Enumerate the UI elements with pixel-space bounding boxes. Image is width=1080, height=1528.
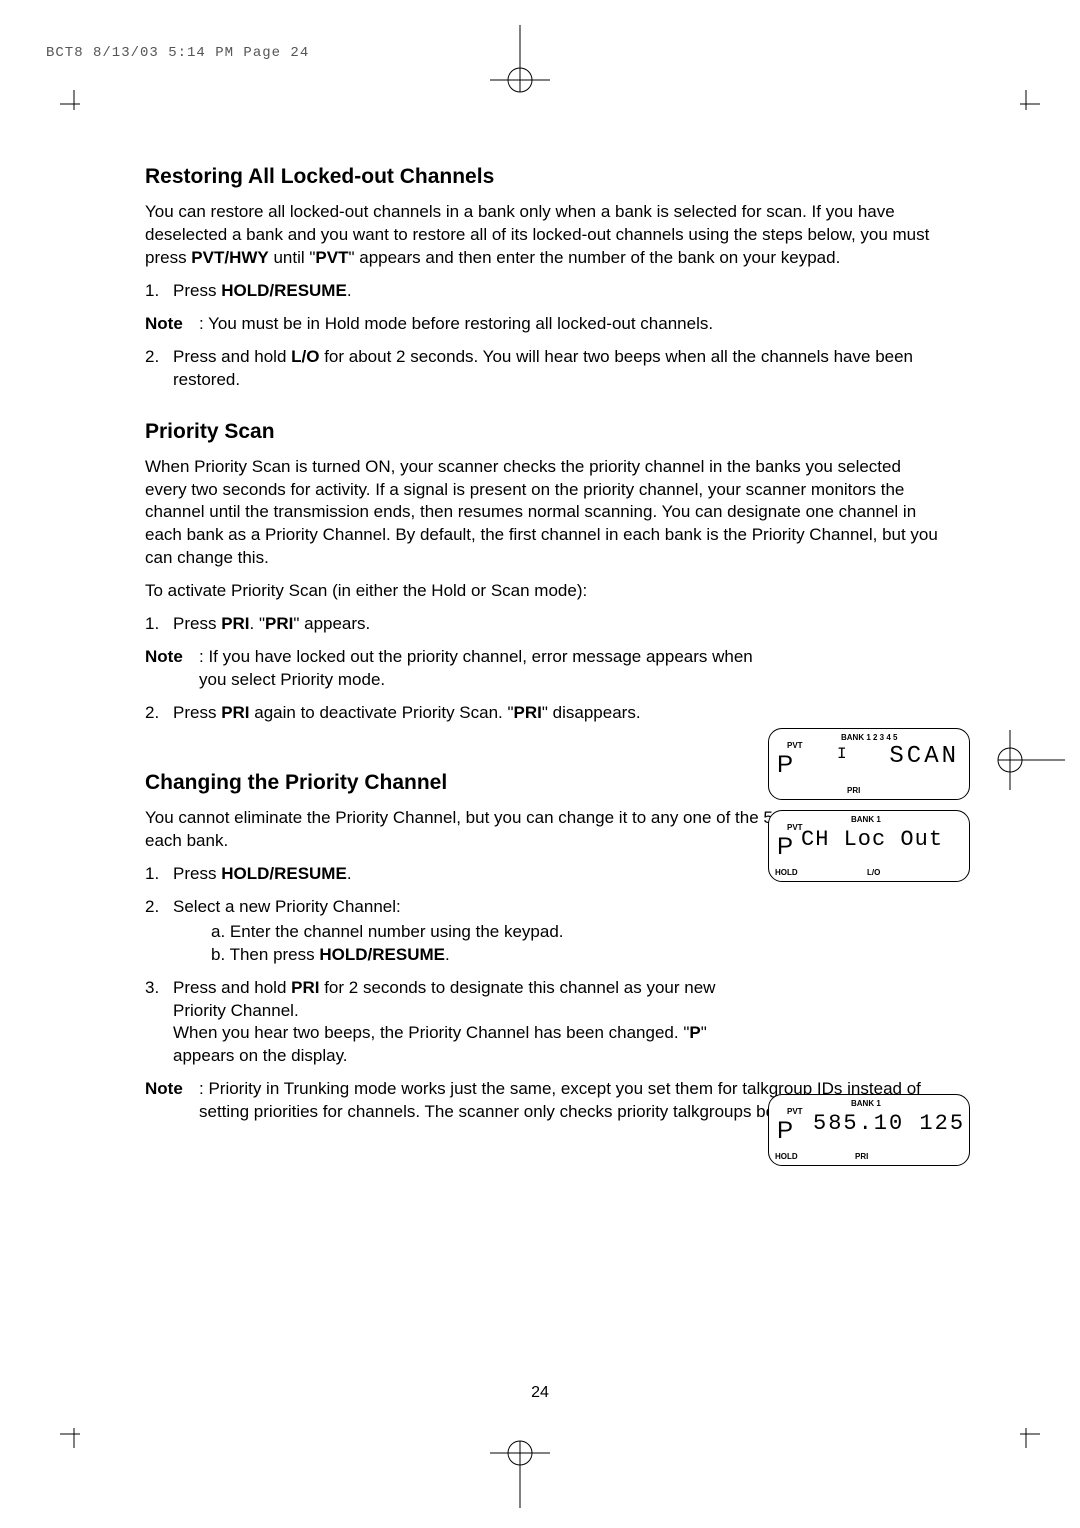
crop-bottom: [480, 1428, 560, 1508]
main-content: Restoring All Locked-out Channels You ca…: [145, 165, 945, 1134]
s3-item3: 3. Press and hold PRI for 2 seconds to d…: [145, 977, 735, 1069]
crop-right: [985, 720, 1065, 800]
lcd-freq: BANK 1 PVT P 585.10 125 HOLD PRI: [768, 1094, 970, 1166]
s2-p2: To activate Priority Scan (in either the…: [145, 580, 945, 603]
lcd-scan: BANK 1 2 3 4 5 PVT P I SCAN PRI: [768, 728, 970, 800]
print-header: BCT8 8/13/03 5:14 PM Page 24: [46, 45, 309, 61]
s2-item2: 2. Press PRI again to deactivate Priorit…: [145, 702, 765, 725]
corner-br: [1010, 1418, 1040, 1448]
s3-item2: 2. Select a new Priority Channel:: [145, 896, 945, 919]
s2-title: Priority Scan: [145, 420, 945, 444]
corner-tr: [1010, 90, 1040, 120]
s1-item2: 2. Press and hold L/O for about 2 second…: [145, 346, 945, 392]
s2-item1: 1. Press PRI. "PRI" appears.: [145, 613, 745, 636]
s1-note: Note : You must be in Hold mode before r…: [145, 313, 945, 336]
s1-item1: 1. Press HOLD/RESUME.: [145, 280, 945, 303]
s1-title: Restoring All Locked-out Channels: [145, 165, 945, 189]
s3-item2b: b. Then press HOLD/RESUME.: [211, 944, 945, 967]
s3-item2a: a. Enter the channel number using the ke…: [211, 921, 945, 944]
s2-p1: When Priority Scan is turned ON, your sc…: [145, 456, 945, 571]
s2-note: Note : If you have locked out the priori…: [145, 646, 765, 692]
page-number: 24: [0, 1384, 1080, 1402]
crop-top: [480, 25, 560, 105]
corner-bl: [60, 1418, 90, 1448]
lcd-locout: BANK 1 PVT P CH Loc Out HOLD L/O: [768, 810, 970, 882]
corner-tl: [60, 90, 90, 120]
s1-p1: You can restore all locked-out channels …: [145, 201, 945, 270]
